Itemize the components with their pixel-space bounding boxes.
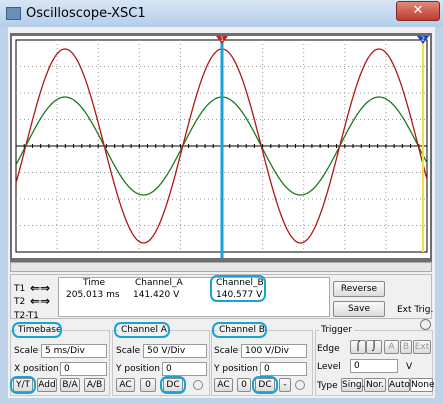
readout-value: 141.420 V	[133, 290, 180, 300]
coupling-button[interactable]: AC	[214, 378, 233, 392]
type-button[interactable]: Sing.	[341, 378, 365, 392]
field-label: Scale	[214, 346, 239, 356]
save-button[interactable]: Save	[333, 301, 385, 317]
window-title: Oscilloscope-XSC1	[26, 6, 146, 21]
cursor-marker	[216, 36, 228, 44]
level-unit: V	[406, 362, 413, 372]
readout-box	[58, 277, 330, 317]
group-title: Channel B	[217, 325, 267, 335]
source-button[interactable]: A	[384, 340, 399, 354]
type-button[interactable]: Auto	[388, 378, 410, 392]
readout-value: 205.013 ms	[66, 290, 120, 300]
readout-panel	[10, 274, 432, 319]
channel-a-terminal	[193, 380, 203, 390]
ext-trig-label: Ext Trig.	[397, 305, 434, 315]
highlight	[212, 322, 267, 338]
mode-button[interactable]: Add	[37, 378, 57, 392]
coupling-button[interactable]: 0	[237, 378, 251, 392]
field-label: Y position	[214, 364, 259, 374]
ext-trig-terminal	[420, 319, 431, 330]
group-title: Channel A	[119, 325, 169, 335]
group-title: Trigger	[319, 325, 355, 335]
highlight	[12, 322, 62, 338]
highlight	[114, 322, 170, 338]
coupling-button[interactable]: AC	[116, 378, 135, 392]
readout-value: 140.577 V	[216, 290, 263, 300]
title-bar	[0, 0, 443, 27]
mode-button[interactable]: Y/T	[13, 378, 33, 392]
highlight	[252, 376, 278, 394]
cursor-marker	[417, 36, 429, 44]
field-label: Scale	[116, 346, 141, 356]
source-button[interactable]: Ext	[413, 340, 431, 354]
trigger-level[interactable]: 0	[350, 359, 398, 373]
readout-header: Channel_B	[216, 278, 264, 288]
reverse-button[interactable]: Reverse	[333, 281, 385, 297]
t1-arrows[interactable]: ⇐⇒	[30, 281, 51, 295]
t2-label: T2	[14, 297, 26, 307]
field-label: Scale	[14, 346, 39, 356]
channel-b-terminal	[295, 380, 305, 390]
diff-label: T2-T1	[14, 311, 39, 321]
highlight	[160, 376, 186, 394]
field-label: Type	[317, 381, 338, 391]
field-label: X position	[14, 364, 59, 374]
timebase-xpos[interactable]: 0	[60, 362, 107, 376]
readout-header: Time	[83, 278, 106, 288]
channel-a-ypos[interactable]: 0	[162, 362, 207, 376]
coupling-button[interactable]: -	[279, 378, 291, 392]
readout-header: Channel_A	[135, 278, 183, 288]
coupling-button[interactable]: 0	[140, 378, 156, 392]
close-button[interactable]: ✕	[396, 1, 440, 21]
channel-b-ypos[interactable]: 0	[260, 362, 307, 376]
type-button[interactable]: None	[410, 378, 435, 392]
field-label: Y position	[116, 364, 161, 374]
field-label: Edge	[317, 344, 340, 354]
source-button[interactable]: B	[400, 340, 412, 354]
cursor-label: 2	[421, 36, 425, 43]
mode-button[interactable]: B/A	[60, 378, 80, 392]
cursor-label: 1	[220, 36, 224, 43]
t2-arrows[interactable]: ⇐⇒	[30, 294, 51, 308]
channel-b-scale[interactable]: 100 V/Div	[241, 344, 307, 358]
field-label: Level	[317, 362, 341, 372]
t1-label: T1	[14, 284, 26, 294]
scrollbar[interactable]	[10, 262, 432, 272]
trigger-group	[315, 330, 433, 396]
mode-button[interactable]: A/B	[84, 378, 105, 392]
coupling-button[interactable]: DC	[255, 378, 275, 392]
highlight	[210, 275, 266, 302]
timebase-scale[interactable]: 5 ms/Div	[41, 344, 107, 358]
channel-a-scale[interactable]: 50 V/Div	[143, 344, 207, 358]
edge-rise[interactable]: ⌠	[350, 340, 366, 354]
type-button[interactable]: Nor.	[364, 378, 386, 392]
coupling-button[interactable]: DC	[163, 378, 183, 392]
app-icon	[6, 7, 21, 20]
group-title: Timebase	[16, 325, 64, 335]
highlight	[10, 376, 36, 394]
edge-fall[interactable]: ⌡	[366, 340, 382, 354]
